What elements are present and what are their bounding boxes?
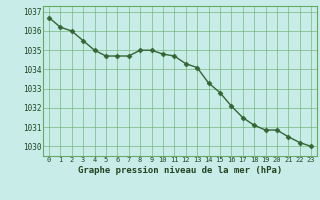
- X-axis label: Graphe pression niveau de la mer (hPa): Graphe pression niveau de la mer (hPa): [78, 166, 282, 175]
